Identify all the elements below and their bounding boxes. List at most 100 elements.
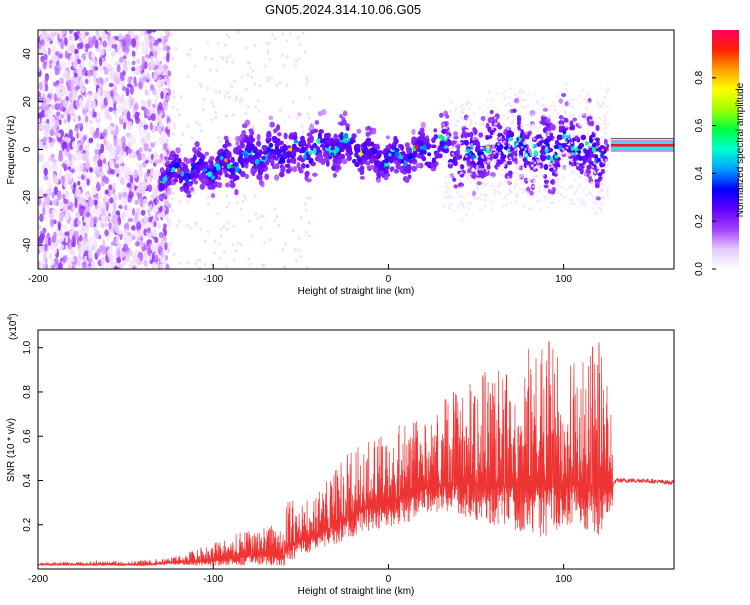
noise-speckle — [175, 47, 178, 51]
noise-speckle — [169, 33, 173, 37]
noise-speckle — [52, 81, 58, 87]
noise-speckle — [223, 147, 227, 151]
noise-speckle — [204, 56, 207, 60]
noise-speckle — [140, 241, 145, 247]
noise-speckle — [116, 258, 122, 264]
noise-speckle — [306, 112, 310, 116]
noise-speckle — [46, 139, 50, 149]
noise-speckle — [259, 226, 263, 230]
noise-speckle — [305, 82, 308, 86]
noise-speckle — [59, 169, 63, 177]
noise-speckle — [76, 58, 81, 65]
noise-speckle — [127, 83, 132, 88]
ridge-cell — [286, 168, 291, 174]
noise-speckle — [186, 223, 189, 227]
noise-speckle — [44, 123, 51, 132]
noise-speckle — [187, 261, 190, 265]
noise-speckle — [53, 231, 57, 239]
noise-speckle — [210, 57, 214, 61]
noise-speckle — [90, 197, 94, 203]
noise-speckle — [225, 265, 228, 269]
noise-speckle — [60, 129, 64, 138]
noise-speckle — [108, 222, 112, 230]
noise-speckle — [81, 181, 86, 192]
noise-speckle — [67, 243, 72, 250]
noise-speckle — [49, 243, 55, 251]
noise-speckle — [111, 182, 116, 191]
noise-speckle — [289, 32, 292, 36]
noise-speckle — [206, 41, 210, 45]
noise-speckle — [200, 129, 203, 133]
noise-speckle — [43, 60, 47, 66]
noise-speckle — [85, 193, 90, 200]
noise-speckle — [63, 99, 69, 107]
noise-speckle — [180, 181, 184, 185]
ridge-cell — [273, 128, 278, 134]
noise-speckle — [72, 61, 78, 69]
noise-speckle — [108, 184, 113, 191]
noise-speckle — [170, 197, 174, 201]
noise-speckle — [43, 53, 48, 61]
noise-speckle — [172, 252, 176, 256]
noise-speckle — [239, 207, 243, 211]
noise-speckle — [163, 223, 167, 229]
noise-speckle — [47, 88, 53, 94]
ridge-cell — [393, 168, 399, 174]
noise-speckle — [135, 163, 140, 168]
noise-speckle — [142, 75, 147, 81]
noise-speckle — [63, 119, 67, 124]
noise-speckle — [126, 182, 132, 188]
noise-speckle — [97, 158, 103, 168]
noise-speckle — [146, 108, 150, 115]
noise-speckle — [140, 99, 146, 105]
noise-speckle — [164, 254, 169, 261]
noise-speckle — [144, 36, 148, 46]
noise-speckle — [232, 224, 235, 228]
noise-speckle — [258, 109, 261, 113]
noise-speckle — [65, 236, 69, 244]
noise-speckle — [213, 239, 217, 243]
noise-speckle — [234, 97, 238, 101]
noise-speckle — [129, 98, 134, 107]
noise-speckle — [54, 67, 60, 76]
noise-speckle — [238, 100, 242, 104]
noise-speckle — [73, 230, 79, 239]
noise-speckle — [54, 55, 59, 62]
noise-speckle — [114, 60, 118, 67]
noise-speckle — [47, 187, 52, 197]
noise-speckle — [78, 37, 83, 42]
noise-speckle — [119, 56, 124, 63]
noise-speckle — [295, 259, 298, 263]
noise-speckle — [222, 225, 226, 229]
noise-speckle — [155, 58, 160, 66]
ridge-cell — [365, 131, 371, 137]
noise-speckle — [98, 244, 105, 253]
noise-speckle — [116, 44, 121, 55]
noise-speckle — [67, 113, 71, 123]
noise-speckle — [243, 194, 246, 198]
noise-speckle — [146, 239, 152, 245]
noise-speckle — [150, 153, 154, 160]
noise-speckle — [179, 143, 182, 147]
noise-speckle — [113, 110, 117, 115]
noise-speckle — [66, 158, 71, 167]
noise-speckle — [157, 68, 162, 76]
ridge-cell — [309, 123, 314, 130]
noise-speckle — [74, 127, 79, 132]
noise-speckle — [246, 73, 250, 77]
noise-speckle — [291, 100, 295, 104]
noise-speckle — [120, 180, 126, 186]
noise-speckle — [266, 79, 269, 83]
ridge-cell — [452, 177, 457, 182]
noise-speckle — [177, 219, 181, 223]
noise-speckle — [38, 106, 41, 111]
noise-speckle — [107, 63, 112, 70]
noise-speckle — [46, 177, 52, 187]
noise-speckle — [153, 50, 158, 59]
noise-speckle — [308, 234, 311, 238]
noise-speckle — [165, 53, 170, 63]
noise-speckle — [224, 43, 227, 47]
noise-speckle — [51, 44, 57, 53]
noise-speckle — [294, 247, 297, 251]
ridge-cell — [240, 171, 246, 178]
